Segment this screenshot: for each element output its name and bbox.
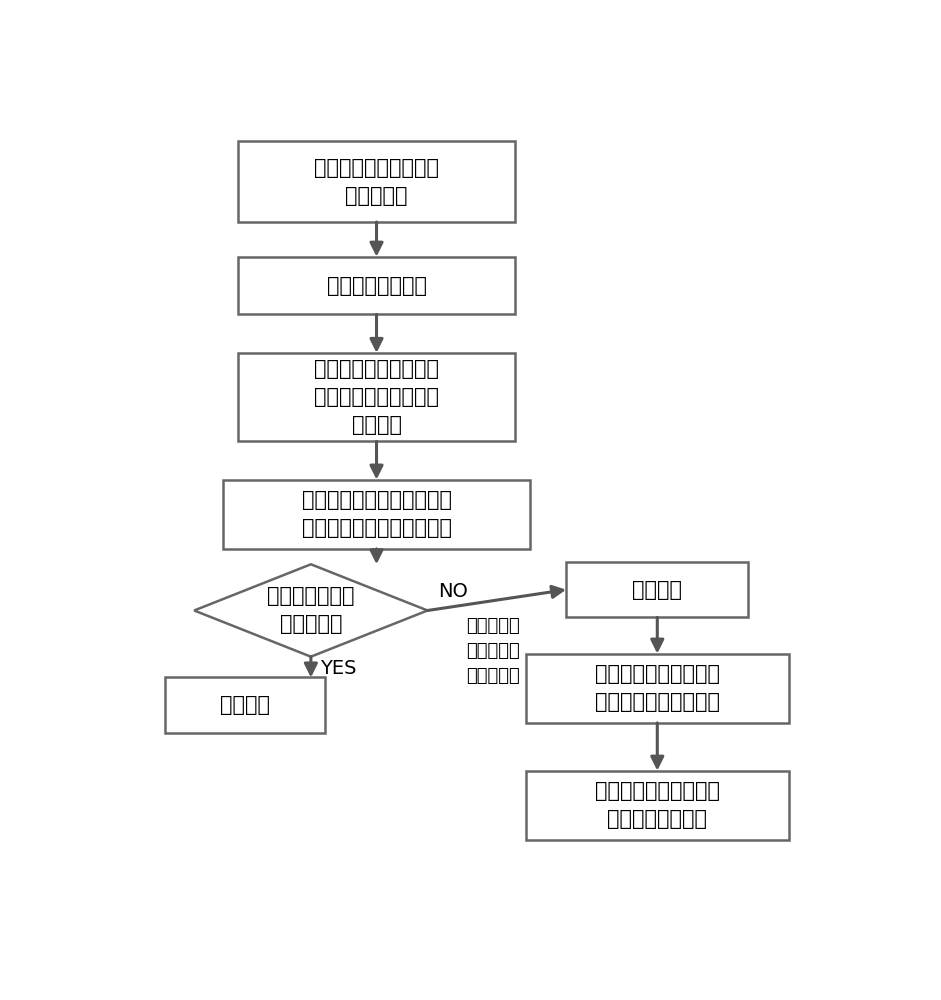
FancyBboxPatch shape bbox=[238, 353, 515, 441]
FancyBboxPatch shape bbox=[566, 562, 748, 617]
Text: 进一步分析数据，建立
三个特征参数相关曲线: 进一步分析数据，建立 三个特征参数相关曲线 bbox=[595, 664, 720, 712]
Text: 振铃计数与
能量计数曲
线发生激增: 振铃计数与 能量计数曲 线发生激增 bbox=[466, 617, 520, 685]
FancyBboxPatch shape bbox=[165, 677, 326, 733]
Text: 在结构薄弱区域布置声
发射传感器: 在结构薄弱区域布置声 发射传感器 bbox=[314, 158, 439, 206]
Text: 曲线趋势一致，
基本重复？: 曲线趋势一致， 基本重复？ bbox=[267, 586, 355, 634]
Text: 根据相关曲线拐点处的
载荷预测破坏载荷: 根据相关曲线拐点处的 载荷预测破坏载荷 bbox=[595, 781, 720, 829]
FancyBboxPatch shape bbox=[238, 257, 515, 314]
FancyBboxPatch shape bbox=[223, 480, 530, 549]
Text: 继续加载: 继续加载 bbox=[220, 695, 270, 715]
Text: NO: NO bbox=[439, 582, 469, 601]
Text: 结构加载过程中使用声
发射系统监视其应力波
释放情况: 结构加载过程中使用声 发射系统监视其应力波 释放情况 bbox=[314, 359, 439, 435]
FancyBboxPatch shape bbox=[526, 771, 789, 840]
Text: 重点观察撞击计数与振铃计
数和能量计数的时间历程图: 重点观察撞击计数与振铃计 数和能量计数的时间历程图 bbox=[301, 490, 452, 538]
FancyBboxPatch shape bbox=[238, 141, 515, 222]
Text: 加载暂停: 加载暂停 bbox=[632, 580, 682, 600]
Text: YES: YES bbox=[320, 659, 357, 678]
Text: 设置软件监视界面: 设置软件监视界面 bbox=[327, 276, 426, 296]
Polygon shape bbox=[194, 564, 427, 657]
FancyBboxPatch shape bbox=[526, 654, 789, 723]
